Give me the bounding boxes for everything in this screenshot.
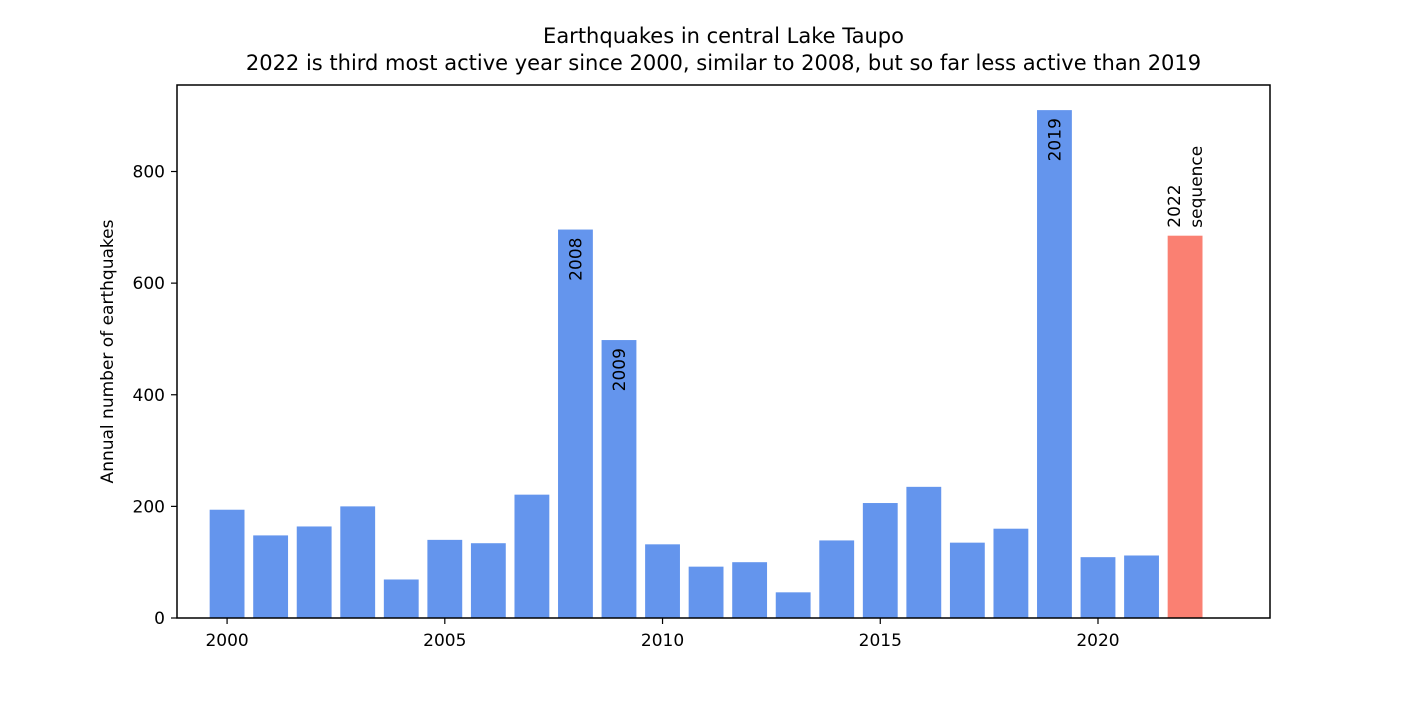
x-tick-label: 2000 xyxy=(205,631,248,651)
chart-title: Earthquakes in central Lake Taupo xyxy=(543,24,904,48)
bar-2010 xyxy=(645,544,680,618)
bar-2008 xyxy=(558,229,593,619)
bar-2012 xyxy=(732,562,768,618)
bar-2020 xyxy=(1080,557,1116,618)
bar-2011 xyxy=(688,566,724,618)
chart-subtitle: 2022 is third most active year since 200… xyxy=(245,51,1202,75)
bar-2014 xyxy=(819,540,855,618)
bar-2015 xyxy=(862,503,898,618)
bar-2021 xyxy=(1124,555,1159,618)
bar-2001 xyxy=(253,535,289,618)
y-tick-label: 0 xyxy=(154,609,165,629)
y-tick-label: 400 xyxy=(133,386,165,406)
y-axis-label: Annual number of earthquakes xyxy=(98,219,118,483)
bar-2005 xyxy=(427,539,463,618)
x-tick-label: 2015 xyxy=(859,631,902,651)
plot-frame xyxy=(176,84,1271,619)
bar-2009 xyxy=(601,340,637,618)
bar-annotation: 2022 xyxy=(1165,184,1185,227)
x-tick-label: 2010 xyxy=(641,631,684,651)
bar-2003 xyxy=(340,506,376,618)
bar-2016 xyxy=(906,486,942,618)
bar-2004 xyxy=(383,579,419,618)
y-tick-label: 800 xyxy=(133,163,165,183)
y-tick-label: 600 xyxy=(133,274,165,294)
bar-2013 xyxy=(775,592,811,618)
bar-2019 xyxy=(1037,110,1072,619)
bar-annotation: 2019 xyxy=(1045,118,1065,161)
bar-2017 xyxy=(949,542,985,618)
bar-annotation: 2009 xyxy=(610,348,630,391)
bar-2022 xyxy=(1167,235,1203,618)
bar-2018 xyxy=(993,528,1029,618)
x-tick-label: 2005 xyxy=(423,631,466,651)
bar-2007 xyxy=(514,494,550,618)
bar-2000 xyxy=(209,509,245,618)
bar-2006 xyxy=(470,543,506,618)
x-tick-label: 2020 xyxy=(1076,631,1119,651)
bar-2002 xyxy=(296,526,332,618)
y-tick-label: 200 xyxy=(133,497,165,517)
bar-annotation: sequence xyxy=(1187,146,1207,228)
bar-annotation: 2008 xyxy=(566,238,586,281)
